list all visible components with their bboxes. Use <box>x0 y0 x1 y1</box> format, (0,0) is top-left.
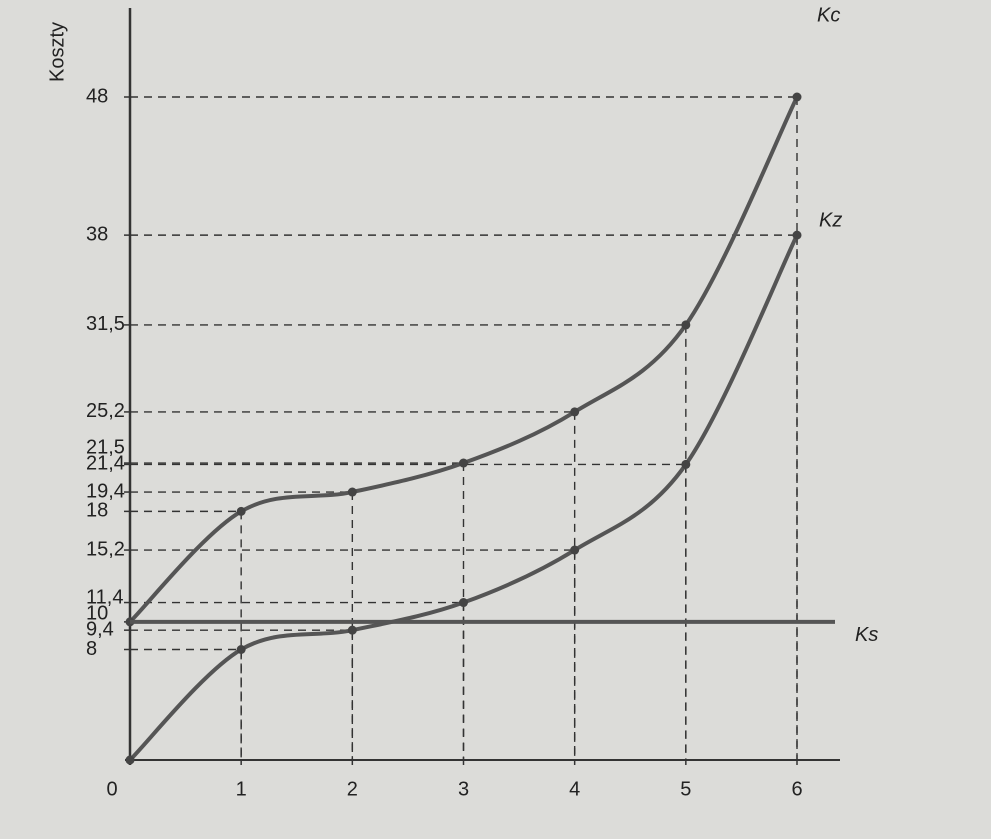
y-tick-label: 38 <box>86 223 108 245</box>
point <box>681 459 691 469</box>
y-tick-label: 18 <box>86 500 108 522</box>
y-tick-label: 21,4 <box>86 453 125 475</box>
y-tick-label: 19,4 <box>86 480 125 502</box>
x-tick-label: 0 <box>106 778 117 800</box>
y-tick-label: 31,5 <box>86 313 125 335</box>
point <box>570 407 580 417</box>
point <box>792 92 802 102</box>
y-tick-label: 10 <box>86 602 108 624</box>
series-label: Ks <box>855 624 878 646</box>
point <box>236 645 246 654</box>
series-label: Kz <box>819 209 842 231</box>
point <box>125 755 135 765</box>
point <box>236 506 246 516</box>
y-tick-label: 25,2 <box>86 400 125 422</box>
y-axis-label: Koszty <box>46 22 68 82</box>
point <box>347 625 357 635</box>
point <box>459 458 468 468</box>
y-tick-label: 48 <box>86 85 108 107</box>
y-tick-label: 21,5 <box>86 437 125 459</box>
y-tick-label: 8 <box>86 638 97 660</box>
point <box>459 598 468 608</box>
x-tick-label: 6 <box>791 778 802 800</box>
x-tick-label: 5 <box>680 778 691 800</box>
series-label: Kc <box>817 4 840 26</box>
x-tick-label: 1 <box>236 778 247 800</box>
point <box>570 545 580 555</box>
point <box>792 230 802 240</box>
x-tick-label: 2 <box>347 778 358 800</box>
x-tick-label: 3 <box>458 778 469 800</box>
y-tick-label: 11,4 <box>86 586 123 608</box>
point <box>681 320 691 330</box>
x-tick-label: 4 <box>569 778 580 800</box>
point <box>347 487 357 497</box>
y-tick-label: 9,4 <box>86 618 114 640</box>
y-tick-label: 15,2 <box>86 538 125 560</box>
